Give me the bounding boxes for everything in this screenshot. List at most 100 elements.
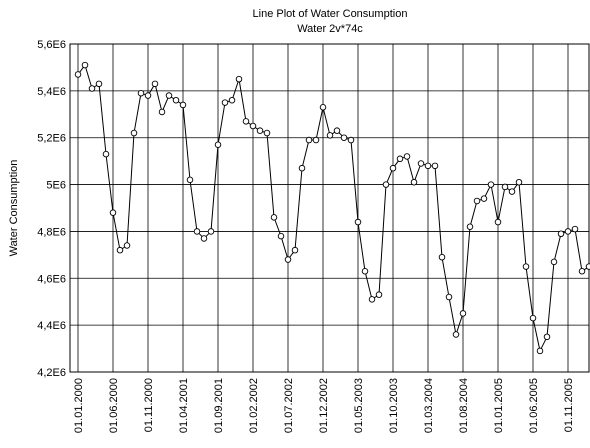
x-tick-label: 01.11.2005 (563, 378, 575, 432)
y-tick-label: 4,4E6 (37, 320, 66, 332)
data-point (81, 61, 89, 69)
data-point (578, 268, 586, 275)
data-point (459, 310, 467, 317)
x-tick-label: 01.10.2003 (388, 378, 400, 433)
data-point (284, 256, 292, 263)
y-axis-label: Water Consumption (8, 160, 20, 257)
data-point (214, 141, 222, 148)
data-point (522, 263, 530, 270)
data-point (354, 218, 362, 226)
data-point (403, 153, 411, 160)
x-tick-label: 01.05.2003 (353, 378, 365, 433)
data-point (312, 136, 320, 144)
data-point (473, 197, 481, 205)
data-point (172, 96, 180, 104)
data-point (333, 127, 341, 134)
data-point (389, 164, 397, 172)
y-tick-label: 5E6 (46, 180, 66, 192)
data-point (445, 293, 453, 301)
x-tick-label: 01.01.2005 (493, 378, 505, 433)
data-point (564, 228, 572, 235)
data-point (151, 80, 159, 88)
data-point (200, 235, 208, 242)
data-point (277, 232, 285, 240)
data-point (410, 178, 418, 186)
data-point (326, 132, 334, 139)
data-point (480, 195, 488, 202)
data-point (249, 122, 257, 130)
x-tick-label: 01.02.2002 (248, 378, 260, 433)
data-point (494, 218, 502, 226)
data-point (144, 92, 152, 99)
data-point (165, 92, 173, 99)
data-point (263, 129, 271, 137)
y-tick-label: 5,6E6 (37, 39, 66, 51)
data-point (375, 291, 383, 298)
x-tick-label: 01.03.2004 (423, 378, 435, 433)
data-point (417, 160, 425, 167)
x-tick-label: 01.06.2005 (528, 378, 540, 433)
series-line (77, 63, 590, 353)
data-point (536, 347, 544, 355)
data-point (557, 230, 565, 238)
data-point (319, 104, 327, 111)
y-tick-label: 5,2E6 (37, 133, 66, 145)
data-point (543, 333, 551, 341)
chart-subtitle: Water 2v*74c (297, 23, 363, 35)
data-point (179, 101, 187, 109)
x-tick-label: 01.07.2002 (283, 378, 295, 433)
data-point (221, 99, 229, 106)
data-point (102, 150, 110, 158)
data-point (116, 246, 124, 254)
data-point (95, 80, 103, 88)
data-point (130, 129, 138, 137)
data-point (361, 268, 369, 275)
y-tick-label: 4,8E6 (37, 226, 66, 238)
data-point (256, 127, 264, 134)
data-point (368, 296, 376, 303)
data-point (571, 225, 579, 233)
data-point (228, 96, 236, 104)
data-point (137, 89, 145, 97)
data-point (529, 314, 537, 322)
data-point (270, 214, 278, 221)
data-point (466, 223, 474, 230)
data-point (452, 331, 460, 338)
data-point (585, 263, 590, 270)
data-point (193, 228, 201, 235)
data-point (88, 85, 96, 92)
x-tick-label: 01.01.2000 (73, 378, 85, 433)
data-point (109, 209, 117, 216)
data-point (123, 242, 131, 249)
data-point (515, 178, 523, 186)
data-point (550, 258, 558, 266)
y-tick-label: 4,2E6 (37, 367, 66, 379)
data-point (431, 162, 439, 170)
data-point (74, 71, 82, 78)
data-point (501, 183, 509, 191)
x-tick-label: 01.09.2001 (213, 378, 225, 433)
data-point (235, 75, 243, 83)
data-point (291, 246, 299, 254)
data-point (438, 253, 446, 261)
data-point (186, 176, 194, 184)
x-tick-label: 01.06.2000 (108, 378, 120, 433)
data-point (347, 136, 355, 144)
data-point (158, 108, 166, 116)
x-tick-label: 01.04.2001 (178, 378, 190, 433)
data-point (305, 136, 313, 144)
data-point (298, 164, 306, 172)
x-tick-label: 01.08.2004 (458, 378, 470, 433)
data-point (424, 162, 432, 170)
data-point (207, 228, 215, 235)
data-point (396, 155, 404, 163)
data-point (340, 134, 348, 141)
data-point (487, 181, 495, 188)
data-point (508, 188, 516, 195)
x-tick-label: 01.12.2002 (318, 378, 330, 433)
data-point (242, 118, 250, 125)
x-tick-label: 01.11.2000 (143, 378, 155, 432)
y-tick-label: 4,6E6 (37, 273, 66, 285)
data-point (382, 181, 390, 188)
